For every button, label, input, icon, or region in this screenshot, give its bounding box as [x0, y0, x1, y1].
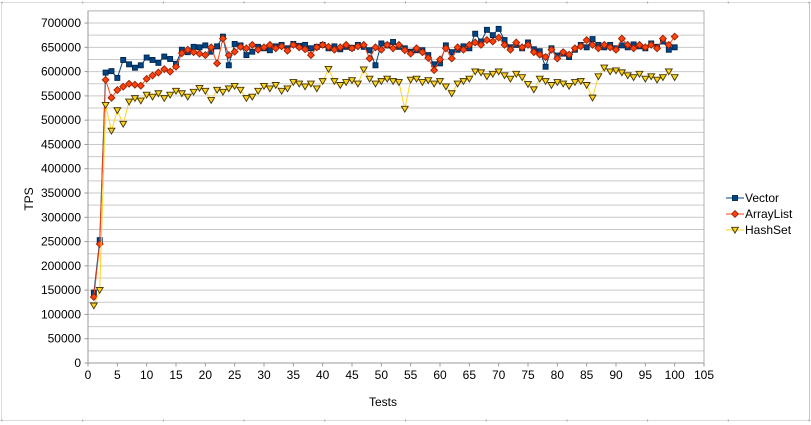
plot-wall-border — [87, 10, 705, 364]
series-arraylist — [89, 32, 679, 301]
legend-label-vector: Vector — [745, 191, 780, 205]
arraylist-series-marker-icon — [726, 209, 744, 219]
svg-text:25: 25 — [228, 368, 242, 382]
y-axis-tick-labels: 0 50000 100000 150000 200000 250000 300000 3500… — [41, 16, 81, 370]
svg-text:5: 5 — [114, 368, 121, 382]
svg-text:200000: 200000 — [41, 259, 81, 273]
svg-text:300000: 300000 — [41, 210, 81, 224]
svg-text:500000: 500000 — [41, 113, 81, 127]
svg-text:95: 95 — [639, 368, 653, 382]
svg-text:600000: 600000 — [41, 65, 81, 79]
svg-text:100: 100 — [665, 368, 685, 382]
svg-text:100000: 100000 — [41, 307, 81, 321]
svg-text:85: 85 — [580, 368, 594, 382]
svg-text:400000: 400000 — [41, 162, 81, 176]
svg-text:70: 70 — [492, 368, 506, 382]
svg-text:250000: 250000 — [41, 235, 81, 249]
y-axis-title: TPS — [22, 187, 36, 211]
legend-item-arraylist: ArrayList — [726, 206, 792, 222]
legend-item-hashset: HashSet — [726, 222, 792, 238]
series-markers-hashset — [89, 64, 679, 310]
x-axis-tick-labels: 0 5 10 15 20 25 30 35 40 45 50 55 60 65 70 75 80 85 90 95 10… — [85, 368, 715, 382]
svg-text:50000: 50000 — [48, 332, 82, 346]
svg-text:75: 75 — [521, 368, 535, 382]
hashset-series-marker-icon — [726, 226, 744, 234]
svg-text:35: 35 — [287, 368, 301, 382]
svg-text:150000: 150000 — [41, 283, 81, 297]
svg-text:450000: 450000 — [41, 137, 81, 151]
svg-text:60: 60 — [433, 368, 447, 382]
series-line-vector — [93, 28, 675, 293]
svg-text:30: 30 — [257, 368, 271, 382]
svg-text:550000: 550000 — [41, 89, 81, 103]
vector-series-marker-icon — [726, 195, 744, 201]
svg-text:65: 65 — [463, 368, 477, 382]
svg-text:350000: 350000 — [41, 186, 81, 200]
svg-text:55: 55 — [404, 368, 418, 382]
legend-label-arraylist: ArrayList — [745, 207, 793, 221]
svg-text:15: 15 — [169, 368, 183, 382]
series-hashset — [89, 64, 679, 310]
legend-label-hashset: HashSet — [745, 223, 792, 237]
svg-text:650000: 650000 — [41, 40, 81, 54]
svg-text:10: 10 — [140, 368, 154, 382]
x-axis-title: Tests — [368, 395, 398, 409]
series-markers-arraylist — [89, 32, 679, 301]
svg-text:50: 50 — [375, 368, 389, 382]
axes — [84, 10, 705, 367]
svg-text:105: 105 — [694, 368, 714, 382]
series-line-arraylist — [93, 36, 676, 298]
svg-text:90: 90 — [609, 368, 623, 382]
svg-text:40: 40 — [316, 368, 330, 382]
svg-text:700000: 700000 — [41, 16, 81, 30]
legend-item-vector: Vector — [726, 190, 792, 206]
series-line-hashset — [93, 67, 676, 306]
svg-text:0: 0 — [85, 368, 92, 382]
svg-text:80: 80 — [551, 368, 565, 382]
plot-gridlines — [88, 22, 704, 352]
svg-text:20: 20 — [199, 368, 213, 382]
chart-legend: Vector ArrayList HashSet — [726, 190, 792, 238]
svg-text:45: 45 — [345, 368, 359, 382]
svg-text:0: 0 — [74, 356, 81, 370]
